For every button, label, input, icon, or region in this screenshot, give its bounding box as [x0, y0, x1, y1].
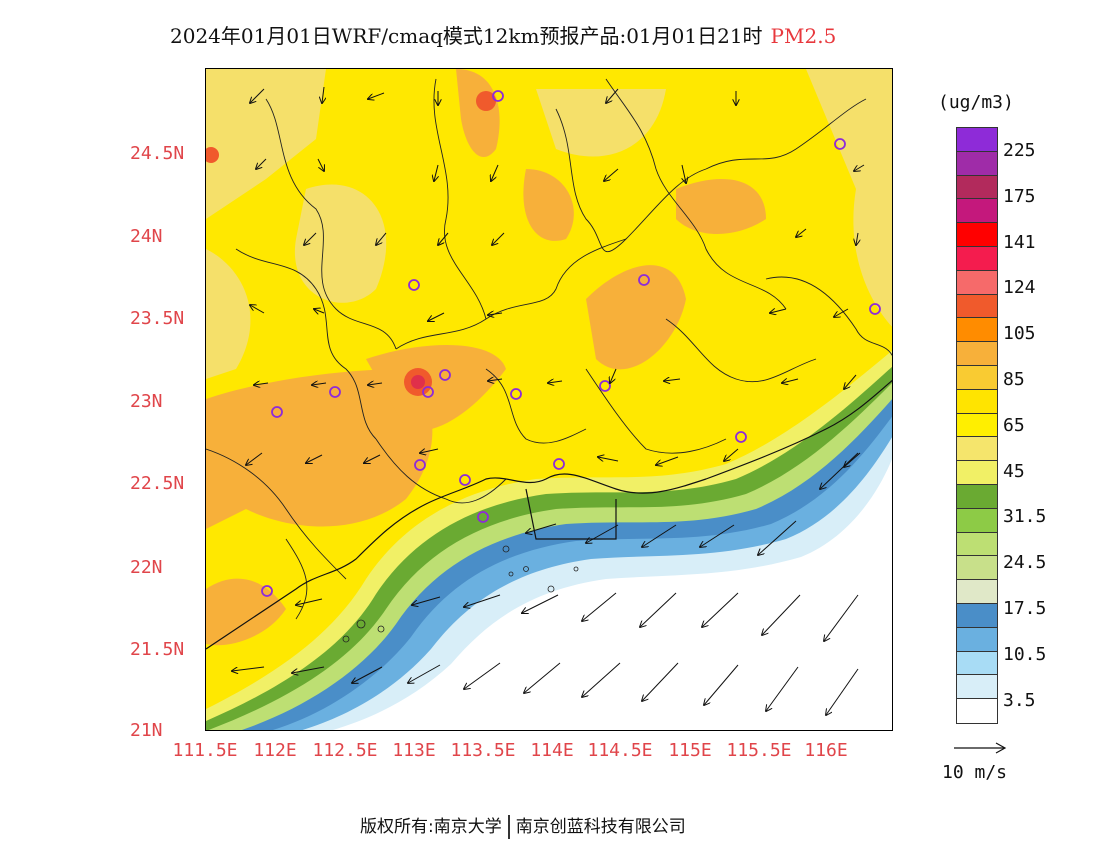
pm25-low-patch [536, 89, 666, 157]
pm25-hotspot [411, 375, 425, 389]
reference-wind-label: 10 m/s [942, 762, 1008, 783]
lon-label: 114E [530, 740, 574, 761]
colorbar-label: 175 [1003, 185, 1036, 207]
colorbar-swatch [957, 627, 997, 652]
colorbar-swatch [957, 151, 997, 176]
colorbar-label: 24.5 [1003, 552, 1047, 574]
lat-label: 22.5N [130, 473, 185, 494]
lon-label: 112.5E [312, 740, 378, 761]
lat-label: 23.5N [130, 308, 185, 329]
reference-wind-arrow [954, 742, 1007, 754]
colorbar-swatch [957, 484, 997, 509]
colorbar-swatch [957, 318, 997, 343]
lon-label: 115.5E [726, 740, 792, 761]
colorbar-swatch [957, 675, 997, 700]
sea-area [332, 459, 892, 730]
coastline [206, 379, 892, 650]
pm25-low-patch [206, 69, 326, 219]
pm25-mid-patch [366, 345, 506, 431]
pm25-mid-patch [586, 265, 686, 370]
pm25-field-map [206, 69, 892, 730]
pm25-hotspot [476, 91, 496, 111]
lat-label: 24.5N [130, 143, 185, 164]
colorbar-label: 10.5 [1003, 643, 1047, 665]
colorbar-swatch [957, 580, 997, 604]
colorbar-label: 3.5 [1003, 689, 1036, 711]
pm25-mid-patch [676, 179, 766, 234]
colorbar-swatch [957, 437, 997, 462]
pm25-low-patch [294, 184, 387, 303]
copyright-right: 南京创蓝科技有限公司 [515, 817, 686, 837]
pm25-low-patch [206, 249, 251, 379]
pm25-mid-patch [523, 169, 574, 241]
pollutant-label: PM2.5 [770, 24, 837, 48]
colorbar-swatch [957, 175, 997, 200]
colorbar-swatch [957, 246, 997, 271]
lon-label: 115E [668, 740, 712, 761]
lon-label: 111.5E [172, 740, 238, 761]
colorbar-swatch [957, 603, 997, 628]
colorbar-unit: (ug/m3) [938, 92, 1014, 113]
title-text: 2024年01月01日WRF/cmaq模式12km预报产品:01月01日21时 [170, 24, 763, 48]
colorbar-swatch [957, 270, 997, 295]
pm25-hotspot [206, 147, 219, 163]
lon-label: 112E [253, 740, 297, 761]
copyright-left: 版权所有:南京大学 [360, 817, 502, 837]
colorbar-swatch [957, 532, 997, 557]
copyright-separator [507, 815, 510, 839]
lat-label: 21.5N [130, 639, 185, 660]
colorbar-swatch [957, 699, 997, 723]
colorbar-swatch [957, 223, 997, 247]
colorbar-label: 225 [1003, 140, 1036, 161]
pm25-mid-patch [206, 369, 433, 529]
colorbar-swatch [957, 413, 997, 438]
lat-label: 22N [130, 557, 163, 578]
colorbar-swatch [957, 342, 997, 366]
colorbar-label: 31.5 [1003, 506, 1047, 528]
colorbar-label: 124 [1003, 277, 1036, 299]
colorbar-swatch [957, 365, 997, 390]
colorbar-label: 17.5 [1003, 598, 1047, 619]
colorbar-swatch [957, 294, 997, 319]
colorbar-label: 141 [1003, 231, 1036, 253]
colorbar-swatch [957, 389, 997, 414]
colorbar-label: 65 [1003, 414, 1025, 436]
lon-label: 113E [392, 740, 436, 761]
colorbar-label: 45 [1003, 460, 1025, 482]
map-title: 2024年01月01日WRF/cmaq模式12km预报产品:01月01日21时 P… [170, 20, 836, 49]
monitoring-stations [261, 90, 881, 597]
lat-label: 23N [130, 391, 163, 412]
lat-label: 21N [130, 720, 163, 741]
colorbar-label: 85 [1003, 369, 1025, 390]
pm25-mid-patch [456, 69, 500, 158]
copyright-footer: 版权所有:南京大学 南京创蓝科技有限公司 [360, 812, 686, 839]
lon-label: 116E [804, 740, 848, 761]
map-area [205, 68, 893, 731]
wind-vectors [232, 86, 865, 715]
colorbar-swatch [957, 508, 997, 533]
colorbar-label: 105 [1003, 323, 1036, 345]
pm25-low-patch [806, 69, 892, 327]
islands [342, 545, 579, 643]
lat-label: 24N [130, 226, 163, 247]
colorbar-swatch [957, 199, 997, 224]
lon-label: 114.5E [587, 740, 653, 761]
admin-boundaries [206, 78, 892, 620]
colorbar-swatch [957, 651, 997, 676]
colorbar [956, 127, 998, 724]
colorbar-swatch [957, 128, 997, 152]
lon-label: 113.5E [450, 740, 516, 761]
colorbar-swatch [957, 556, 997, 581]
colorbar-swatch [957, 461, 997, 485]
